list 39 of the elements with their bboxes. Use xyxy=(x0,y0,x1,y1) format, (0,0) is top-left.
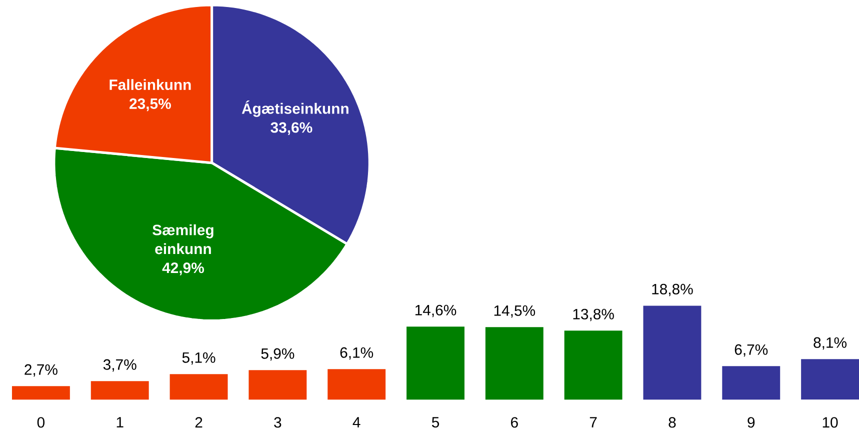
x-tick-label: 10 xyxy=(822,417,838,428)
data-label: 6,1% xyxy=(340,348,374,360)
data-label: 5,9% xyxy=(261,348,294,361)
x-tick-label: 9 xyxy=(748,417,755,428)
bar xyxy=(328,369,386,400)
bar xyxy=(485,327,544,400)
bar xyxy=(90,381,149,400)
x-tick-label: 8 xyxy=(668,417,676,428)
x-tick-label: 4 xyxy=(352,417,360,428)
x-tick-label: 3 xyxy=(274,417,282,428)
bar xyxy=(248,370,307,400)
data-label: 23,5% xyxy=(130,98,171,112)
data-label: 2,7% xyxy=(24,364,58,377)
bar xyxy=(12,386,70,400)
bar xyxy=(170,374,228,400)
slice-label: Falleinkunn xyxy=(110,79,191,90)
data-label: 13,8% xyxy=(573,309,614,322)
x-tick-label: 7 xyxy=(590,417,597,428)
data-label: 14,5% xyxy=(494,306,536,318)
bar xyxy=(801,359,859,400)
data-label: 42,9% xyxy=(162,262,204,276)
slice-label: Ágætiseinkunn xyxy=(242,100,348,118)
data-label: 33,6% xyxy=(270,122,312,136)
x-tick-label: 1 xyxy=(116,417,124,428)
slice-label: Sæmileg einkunn xyxy=(152,224,214,254)
data-label: 18,8% xyxy=(652,284,693,296)
bar xyxy=(406,326,464,400)
data-label: 6,7% xyxy=(734,344,768,357)
bar xyxy=(722,366,780,400)
bar xyxy=(643,306,702,400)
x-tick-label: 2 xyxy=(195,417,202,428)
x-tick-label: 5 xyxy=(432,417,440,428)
x-tick-label: 0 xyxy=(37,417,45,428)
data-label: 8,1% xyxy=(814,338,847,350)
bar xyxy=(564,330,622,400)
data-label: 3,7% xyxy=(103,359,136,372)
data-label: 14,6% xyxy=(415,305,456,318)
x-tick-label: 6 xyxy=(511,417,518,428)
data-label: 5,1% xyxy=(182,352,216,365)
